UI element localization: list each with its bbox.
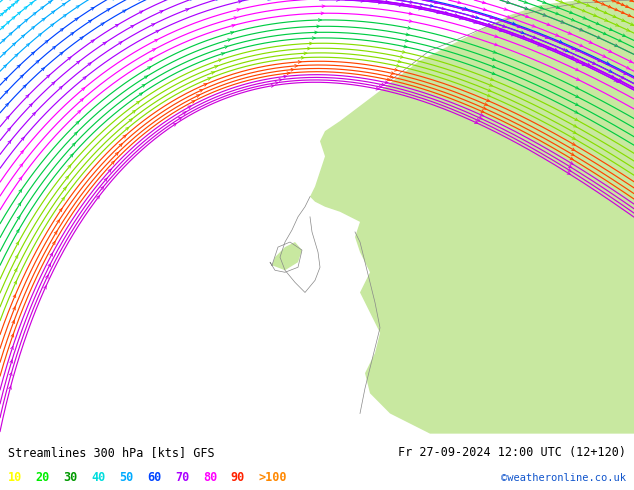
Text: 50: 50: [119, 471, 133, 484]
Text: Fr 27-09-2024 12:00 UTC (12+120): Fr 27-09-2024 12:00 UTC (12+120): [398, 446, 626, 459]
Text: ©weatheronline.co.uk: ©weatheronline.co.uk: [501, 472, 626, 483]
Text: Streamlines 300 hPa [kts] GFS: Streamlines 300 hPa [kts] GFS: [8, 446, 214, 459]
Text: 30: 30: [63, 471, 77, 484]
Polygon shape: [310, 0, 634, 434]
Polygon shape: [272, 242, 302, 270]
Text: 90: 90: [231, 471, 245, 484]
Text: 40: 40: [91, 471, 105, 484]
Text: 60: 60: [147, 471, 161, 484]
Text: 20: 20: [36, 471, 49, 484]
Text: >100: >100: [259, 471, 287, 484]
Text: 80: 80: [203, 471, 217, 484]
Text: 10: 10: [8, 471, 22, 484]
Text: 70: 70: [175, 471, 189, 484]
